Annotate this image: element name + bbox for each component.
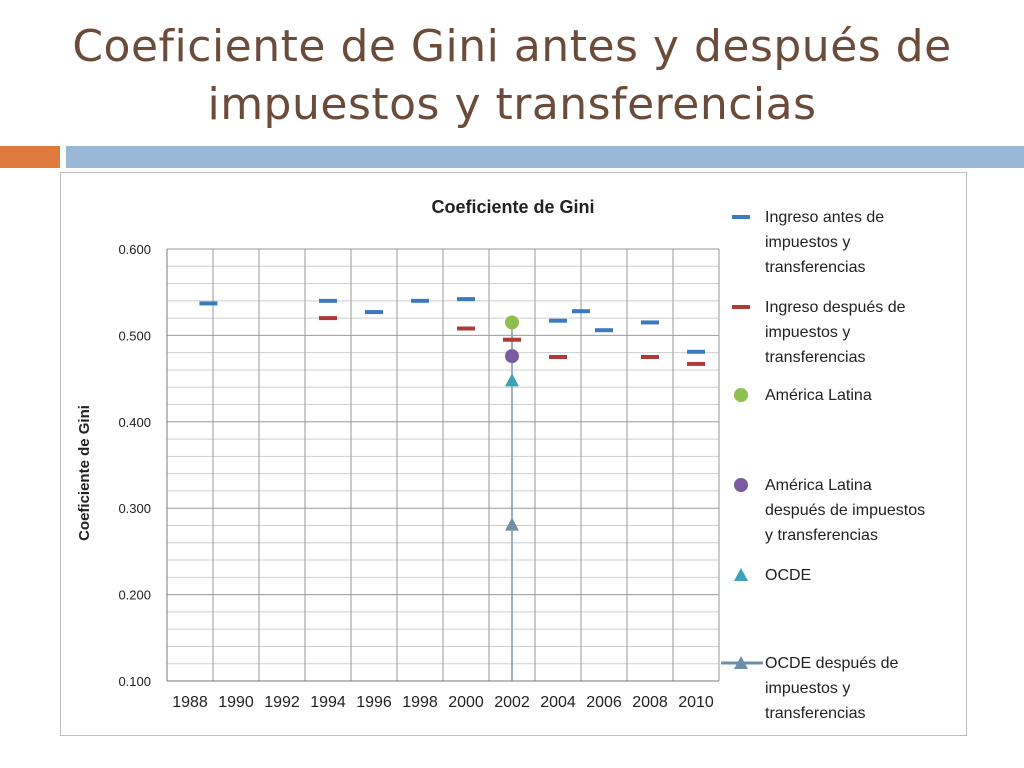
legend-swatch xyxy=(732,215,750,219)
legend-swatch xyxy=(734,478,748,492)
ocde-marker xyxy=(505,373,519,387)
before-tax-marker xyxy=(457,297,475,302)
ocde-after-marker xyxy=(505,517,519,531)
legend-label: impuestos y xyxy=(765,324,850,341)
legend-label: transferencias xyxy=(765,705,866,722)
y-axis-label: Coeficiente de Gini xyxy=(76,405,93,541)
legend-label: América Latina xyxy=(765,477,872,494)
grid xyxy=(166,248,720,682)
legend-label: después de impuestos xyxy=(765,502,925,519)
x-tick-label: 2004 xyxy=(540,694,576,711)
x-tick-label: 1994 xyxy=(310,694,346,711)
before-tax-marker xyxy=(319,298,337,303)
legend-label: OCDE después de xyxy=(765,655,899,672)
x-tick-label: 1992 xyxy=(264,694,300,711)
legend: Ingreso antes de impuestos y transferencia… xyxy=(721,209,925,722)
before-tax-marker xyxy=(687,349,705,354)
data-marks xyxy=(199,297,705,681)
y-tick-label: 0.400 xyxy=(118,415,151,430)
x-tick-label: 2010 xyxy=(678,694,714,711)
y-tick-label: 0.200 xyxy=(118,588,151,603)
slide-title-line-2: impuestos y transferencias xyxy=(207,79,817,130)
legend-label: Ingreso antes de xyxy=(765,209,884,226)
after-tax-marker xyxy=(503,337,521,342)
before-tax-marker xyxy=(199,301,218,306)
after-tax-marker xyxy=(319,316,337,321)
chart-title: Coeficiente de Gini xyxy=(431,197,594,217)
latin-america-after-marker xyxy=(505,349,519,364)
x-tick-label: 1998 xyxy=(402,694,438,711)
legend-swatch xyxy=(734,388,748,402)
y-tick-label: 0.300 xyxy=(118,501,151,516)
before-tax-marker xyxy=(572,309,590,314)
before-tax-marker xyxy=(549,318,567,323)
x-tick-label: 1990 xyxy=(218,694,254,711)
legend-swatch xyxy=(734,568,748,581)
x-tick-label: 2002 xyxy=(494,694,530,711)
x-tick-label: 2008 xyxy=(632,694,668,711)
after-tax-marker xyxy=(457,326,475,331)
y-tick-label: 0.600 xyxy=(118,242,151,257)
before-tax-marker xyxy=(365,310,383,315)
legend-label: OCDE xyxy=(765,567,811,584)
legend-swatch xyxy=(732,305,750,309)
axis-ticks: 0.100 0.200 0.300 0.400 0.500 0.600 1988 1990 19… xyxy=(118,242,713,711)
accent-bar-orange xyxy=(0,146,60,168)
y-tick-label: 0.100 xyxy=(118,674,151,689)
before-tax-marker xyxy=(641,320,659,325)
legend-label: transferencias xyxy=(765,259,866,276)
accent-bar-blue xyxy=(66,146,1024,168)
legend-label: América Latina xyxy=(765,387,872,404)
chart-frame: Coeficiente de Gini Coeficiente de Gini … xyxy=(60,172,967,736)
legend-swatch xyxy=(734,656,748,669)
after-tax-marker xyxy=(641,355,659,359)
y-tick-label: 0.500 xyxy=(118,328,151,343)
after-tax-marker xyxy=(549,355,567,359)
latin-america-marker xyxy=(505,315,519,330)
legend-label: impuestos y xyxy=(765,680,850,697)
slide-title: Coeficiente de Gini antes y después de i… xyxy=(60,18,964,134)
x-tick-label: 2006 xyxy=(586,694,622,711)
x-tick-label: 1988 xyxy=(172,694,208,711)
x-tick-label: 1996 xyxy=(356,694,392,711)
legend-label: Ingreso después de xyxy=(765,299,906,316)
legend-label: y transferencias xyxy=(765,527,878,544)
legend-label: impuestos y xyxy=(765,234,850,251)
before-tax-marker xyxy=(595,328,613,333)
x-tick-label: 2000 xyxy=(448,694,484,711)
slide-title-line-1: Coeficiente de Gini antes y después de xyxy=(72,21,952,72)
before-tax-marker xyxy=(411,298,429,303)
gini-chart: Coeficiente de Gini Coeficiente de Gini … xyxy=(76,197,925,722)
legend-label: transferencias xyxy=(765,349,866,366)
after-tax-marker xyxy=(687,361,705,366)
